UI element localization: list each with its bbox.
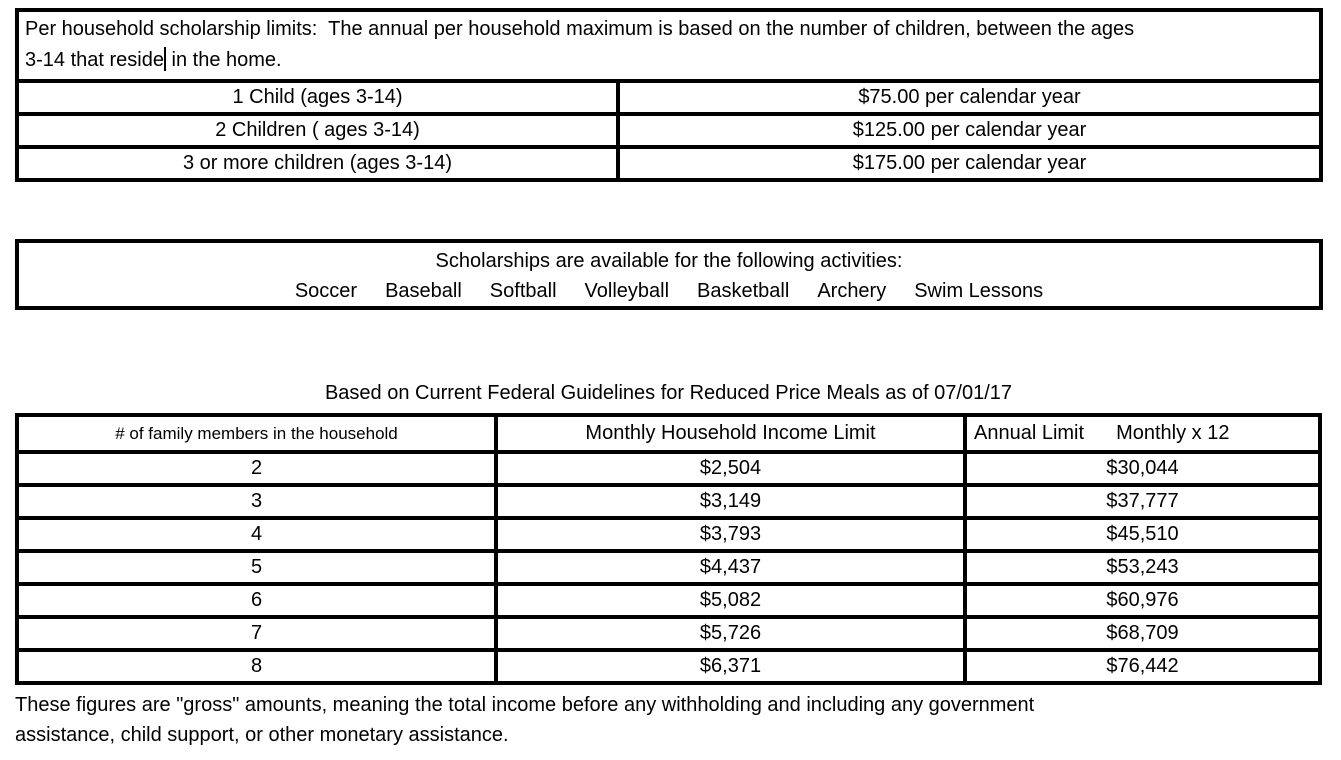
- annual-limit-cell[interactable]: $45,510: [963, 516, 1322, 553]
- annual-limit-cell[interactable]: $30,044: [963, 450, 1322, 487]
- family-members-cell[interactable]: 3: [15, 483, 498, 520]
- monthly-limit-cell[interactable]: $5,082: [494, 582, 967, 619]
- annual-limit-cell[interactable]: $53,243: [963, 549, 1322, 586]
- activity-item: Basketball: [697, 280, 790, 302]
- family-members-cell[interactable]: 7: [15, 615, 498, 652]
- income-guidelines-title: Based on Current Federal Guidelines for …: [324, 382, 1013, 404]
- household-size-cell[interactable]: 1 Child (ages 3-14): [15, 79, 620, 116]
- monthly-limit-cell[interactable]: $2,504: [494, 450, 967, 487]
- annual-limit-cell[interactable]: $37,777: [963, 483, 1322, 520]
- limit-amount-cell[interactable]: $125.00 per calendar year: [616, 112, 1323, 149]
- footnote-line-1: These figures are "gross" amounts, meani…: [15, 694, 1035, 716]
- monthly-limit-cell[interactable]: $3,793: [494, 516, 967, 553]
- annual-limit-label: Annual Limit: [974, 422, 1085, 444]
- column-header-family-members[interactable]: # of family members in the household: [15, 413, 498, 454]
- annual-limit-cell[interactable]: $68,709: [963, 615, 1322, 652]
- scholarship-limits-description-cell[interactable]: Per household scholarship limits: The an…: [15, 8, 1323, 83]
- activity-item: Volleyball: [584, 280, 670, 302]
- activity-item: Soccer: [294, 280, 358, 302]
- table-row: 2 Children ( ages 3-14) $125.00 per cale…: [15, 112, 1323, 149]
- column-header-annual-limit[interactable]: Annual Limit Monthly x 12: [963, 413, 1322, 454]
- description-line-2-before-caret: 3-14 that reside: [25, 49, 164, 71]
- table-row: 8 $6,371 $76,442: [15, 648, 1322, 685]
- footnote[interactable]: These figures are "gross" amounts, meani…: [15, 690, 1323, 750]
- table-row: 2 $2,504 $30,044: [15, 450, 1322, 487]
- monthly-x12-label: Monthly x 12: [1116, 422, 1230, 444]
- family-members-cell[interactable]: 4: [15, 516, 498, 553]
- table-row: 7 $5,726 $68,709: [15, 615, 1322, 652]
- limit-amount-cell[interactable]: $75.00 per calendar year: [616, 79, 1323, 116]
- limit-amount-cell[interactable]: $175.00 per calendar year: [616, 145, 1323, 182]
- annual-limit-cell[interactable]: $60,976: [963, 582, 1322, 619]
- activity-item: Baseball: [385, 280, 462, 302]
- family-members-cell[interactable]: 6: [15, 582, 498, 619]
- table-row: 3 $3,149 $37,777: [15, 483, 1322, 520]
- table-header-row: # of family members in the household Mon…: [15, 413, 1322, 454]
- footnote-line-2: assistance, child support, or other mone…: [15, 724, 509, 746]
- monthly-limit-cell[interactable]: $4,437: [494, 549, 967, 586]
- monthly-limit-cell[interactable]: $5,726: [494, 615, 967, 652]
- family-members-cell[interactable]: 5: [15, 549, 498, 586]
- description-line-2-after-caret: in the home.: [165, 49, 282, 71]
- table-row: 5 $4,437 $53,243: [15, 549, 1322, 586]
- activities-heading: Scholarships are available for the follo…: [435, 250, 903, 272]
- family-members-cell[interactable]: 8: [15, 648, 498, 685]
- income-guidelines-table: # of family members in the household Mon…: [15, 413, 1322, 685]
- household-size-cell[interactable]: 2 Children ( ages 3-14): [15, 112, 620, 149]
- description-line-1: Per household scholarship limits: The an…: [25, 18, 1135, 40]
- text-cursor: [163, 47, 166, 71]
- scholarship-limits-table: Per household scholarship limits: The an…: [15, 8, 1323, 182]
- annual-limit-cell[interactable]: $76,442: [963, 648, 1322, 685]
- monthly-limit-cell[interactable]: $6,371: [494, 648, 967, 685]
- description-line-2: 3-14 that reside in the home.: [25, 45, 1313, 76]
- table-row-description: Per household scholarship limits: The an…: [15, 8, 1323, 83]
- table-row: 4 $3,793 $45,510: [15, 516, 1322, 553]
- activities-list: Soccer Baseball Softball Volleyball Basketba…: [19, 276, 1319, 306]
- table-row: 6 $5,082 $60,976: [15, 582, 1322, 619]
- activity-item: Swim Lessons: [914, 280, 1044, 302]
- table-row: 3 or more children (ages 3-14) $175.00 p…: [15, 145, 1323, 182]
- activity-item: Archery: [817, 280, 887, 302]
- column-header-monthly-limit[interactable]: Monthly Household Income Limit: [494, 413, 967, 454]
- monthly-limit-cell[interactable]: $3,149: [494, 483, 967, 520]
- activity-item: Softball: [489, 280, 557, 302]
- household-size-cell[interactable]: 3 or more children (ages 3-14): [15, 145, 620, 182]
- family-members-cell[interactable]: 2: [15, 450, 498, 487]
- activities-box[interactable]: Scholarships are available for the follo…: [15, 239, 1323, 310]
- table-row: 1 Child (ages 3-14) $75.00 per calendar …: [15, 79, 1323, 116]
